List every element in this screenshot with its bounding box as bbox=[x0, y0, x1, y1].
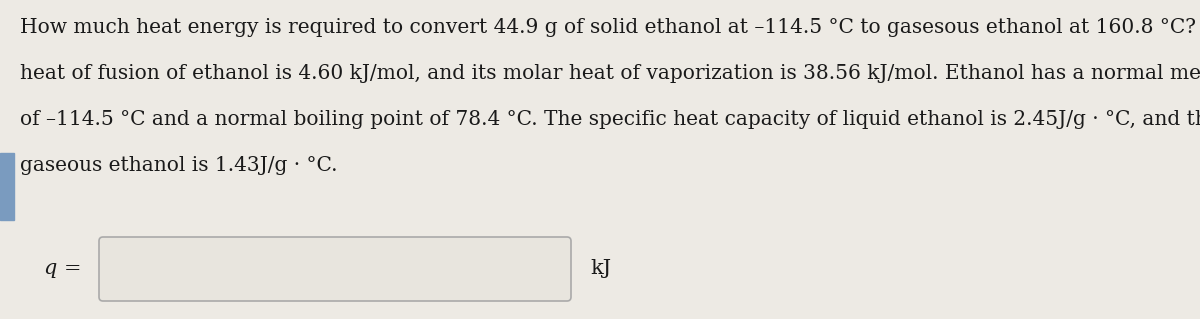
Bar bbox=[0, 153, 14, 220]
Text: heat of fusion of ethanol is 4.60 kJ/mol, and its molar heat of vaporization is : heat of fusion of ethanol is 4.60 kJ/mol… bbox=[20, 64, 1200, 83]
FancyBboxPatch shape bbox=[98, 237, 571, 301]
Text: q =: q = bbox=[44, 259, 82, 278]
Text: of –114.5 °C and a normal boiling point of 78.4 °C. The specific heat capacity o: of –114.5 °C and a normal boiling point … bbox=[20, 110, 1200, 129]
Text: gaseous ethanol is 1.43J/g · °C.: gaseous ethanol is 1.43J/g · °C. bbox=[20, 156, 337, 175]
Text: How much heat energy is required to convert 44.9 g of solid ethanol at –114.5 °C: How much heat energy is required to conv… bbox=[20, 18, 1200, 37]
Text: kJ: kJ bbox=[590, 259, 611, 278]
